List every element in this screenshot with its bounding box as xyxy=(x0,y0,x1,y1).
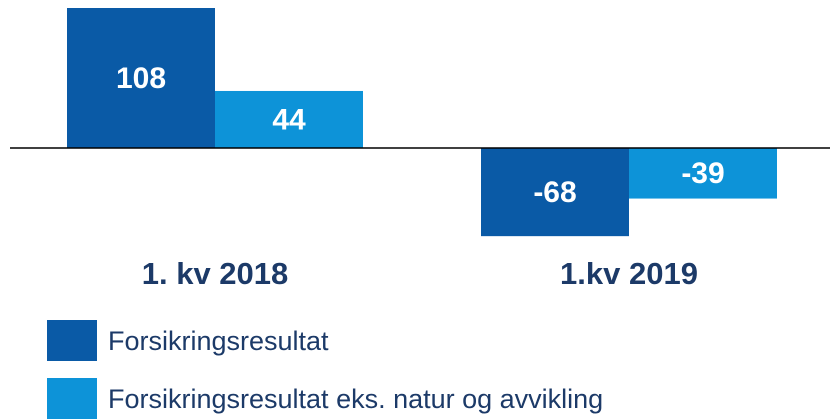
bar xyxy=(629,148,777,199)
value-label: 44 xyxy=(272,103,306,136)
value-label: -39 xyxy=(681,157,724,190)
legend-swatch xyxy=(47,378,97,419)
category-label: 1. kv 2018 xyxy=(142,256,289,291)
legend-label: Forsikringsresultat eks. natur og avvikl… xyxy=(108,384,603,414)
value-label: 108 xyxy=(116,62,166,95)
bar xyxy=(67,8,215,148)
bar xyxy=(215,90,363,148)
value-label: -68 xyxy=(533,176,576,209)
legend-label: Forsikringsresultat xyxy=(108,326,329,356)
category-label: 1.kv 2019 xyxy=(560,256,698,291)
bar xyxy=(481,148,629,237)
legend-swatch xyxy=(47,320,97,361)
